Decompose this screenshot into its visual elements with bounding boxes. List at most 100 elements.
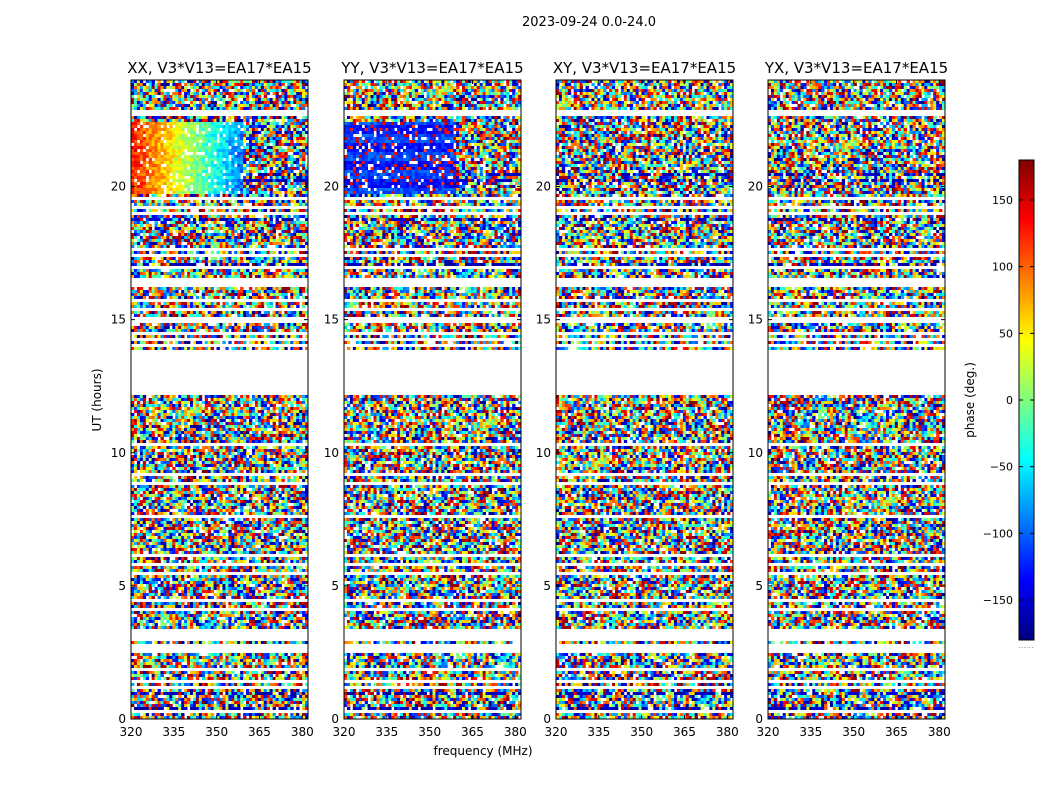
heatmap-cell	[270, 83, 273, 86]
heatmap-cell	[252, 188, 255, 191]
heatmap-cell	[152, 218, 155, 221]
heatmap-cell	[214, 215, 217, 218]
heatmap-cell	[302, 245, 305, 248]
heatmap-cell	[152, 251, 155, 254]
heatmap-cell	[146, 134, 149, 137]
heatmap-cell	[293, 89, 296, 92]
heatmap-cell	[190, 293, 193, 296]
heatmap-cell	[261, 419, 264, 422]
heatmap-cell	[281, 209, 284, 212]
heatmap-cell	[276, 257, 279, 260]
heatmap-cell	[214, 224, 217, 227]
heatmap-cell	[149, 272, 152, 275]
heatmap-cell	[149, 89, 152, 92]
heatmap-cell	[220, 119, 223, 122]
heatmap-cell	[181, 260, 184, 263]
heatmap-cell	[155, 239, 158, 242]
heatmap-cell	[284, 128, 287, 131]
heatmap-cell	[296, 242, 299, 245]
heatmap-cell	[279, 314, 282, 317]
heatmap-cell	[290, 131, 293, 134]
heatmap-cell	[279, 410, 282, 413]
heatmap-cell	[196, 347, 199, 350]
heatmap-cell	[214, 164, 217, 167]
heatmap-cell	[299, 158, 302, 161]
heatmap-cell	[202, 326, 205, 329]
heatmap-cell	[143, 395, 146, 398]
heatmap-cell	[214, 290, 217, 293]
heatmap-cell	[249, 329, 252, 332]
heatmap-cell	[273, 296, 276, 299]
heatmap-cell	[258, 257, 261, 260]
heatmap-cell	[146, 215, 149, 218]
heatmap-cell	[190, 296, 193, 299]
heatmap-cell	[161, 215, 164, 218]
heatmap-cell	[249, 194, 252, 197]
heatmap-cell	[240, 233, 243, 236]
heatmap-cell	[276, 191, 279, 194]
heatmap-cell	[270, 347, 273, 350]
heatmap-cell	[211, 401, 214, 404]
heatmap-cell	[243, 329, 246, 332]
heatmap-cells	[131, 80, 308, 719]
heatmap-cell	[134, 176, 137, 179]
heatmap-cell	[196, 140, 199, 143]
heatmap-cell	[222, 164, 225, 167]
heatmap-cell	[246, 146, 249, 149]
heatmap-cell	[131, 272, 134, 275]
heatmap-cell	[299, 176, 302, 179]
heatmap-cell	[214, 191, 217, 194]
heatmap-cell	[237, 263, 240, 266]
heatmap-cell	[270, 164, 273, 167]
heatmap-cell	[240, 422, 243, 425]
heatmap-cell	[240, 311, 243, 314]
heatmap-cell	[237, 290, 240, 293]
heatmap-cell	[249, 125, 252, 128]
heatmap-cell	[231, 125, 234, 128]
heatmap-cell	[231, 152, 234, 155]
heatmap-cell	[264, 104, 267, 107]
heatmap-cell	[152, 425, 155, 428]
heatmap-cell	[205, 260, 208, 263]
heatmap-cell	[134, 134, 137, 137]
heatmap-cell	[290, 182, 293, 185]
heatmap-cell	[249, 134, 252, 137]
heatmap-cell	[214, 419, 217, 422]
heatmap-cell	[158, 230, 161, 233]
heatmap-cell	[140, 92, 143, 95]
heatmap-cell	[222, 83, 225, 86]
heatmap-cell	[190, 224, 193, 227]
heatmap-cell	[273, 341, 276, 344]
heatmap-cell	[161, 176, 164, 179]
heatmap-cell	[172, 182, 175, 185]
heatmap-cell	[222, 218, 225, 221]
heatmap-cell	[131, 149, 134, 152]
heatmap-cell	[211, 164, 214, 167]
heatmap-cell	[217, 311, 220, 314]
heatmap-cell	[166, 182, 169, 185]
heatmap-cell	[190, 242, 193, 245]
heatmap-cell	[302, 101, 305, 104]
heatmap-cell	[302, 194, 305, 197]
heatmap-cell	[290, 347, 293, 350]
heatmap-cell	[146, 167, 149, 170]
heatmap-cell	[243, 416, 246, 419]
heatmap-cell	[184, 98, 187, 101]
heatmap-cell	[225, 176, 228, 179]
heatmap-cell	[228, 335, 231, 338]
heatmap-cell	[296, 227, 299, 230]
heatmap-cell	[258, 125, 261, 128]
heatmap-cell	[152, 230, 155, 233]
heatmap-cell	[149, 428, 152, 431]
heatmap-cell	[287, 416, 290, 419]
heatmap-cell	[152, 155, 155, 158]
heatmap-cell	[252, 293, 255, 296]
heatmap-cell	[258, 191, 261, 194]
heatmap-cell	[299, 416, 302, 419]
heatmap-cell	[193, 239, 196, 242]
heatmap-cell	[205, 221, 208, 224]
heatmap-cell	[166, 251, 169, 254]
heatmap-cell	[284, 89, 287, 92]
heatmap-cell	[187, 269, 190, 272]
heatmap-cell	[222, 149, 225, 152]
